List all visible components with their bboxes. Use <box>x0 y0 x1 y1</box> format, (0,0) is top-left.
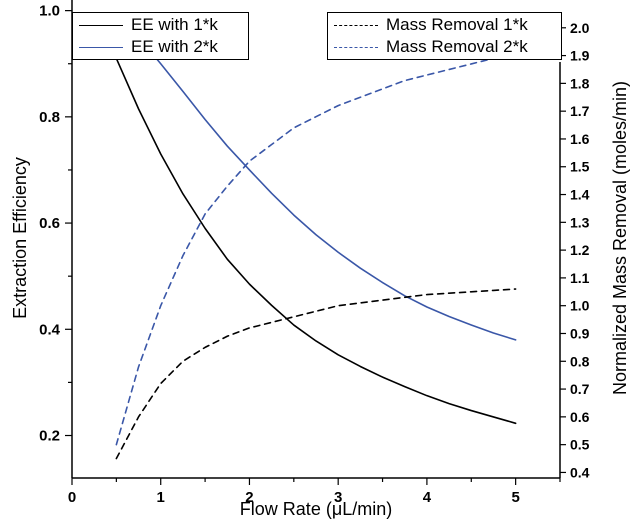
legend-swatch-mr-1k <box>334 24 378 26</box>
y-left-tick-label: 1.0 <box>39 3 60 20</box>
legend-swatch-ee-1k <box>79 24 123 26</box>
x-tick-label: 2 <box>245 489 253 506</box>
y-right-tick-label: 1.0 <box>570 298 590 314</box>
legend-right-item-2: Mass Removal 2*k <box>334 37 528 57</box>
x-tick-label: 3 <box>334 489 342 506</box>
series-line-ee-with-2-k <box>115 14 517 341</box>
x-tick-label: 0 <box>68 489 76 506</box>
legend-label-ee-1k: EE with 1*k <box>131 15 218 34</box>
y-right-tick-label: 1.9 <box>570 48 590 64</box>
legend-right-item-1: Mass Removal 1*k <box>334 15 528 35</box>
y-right-tick-label: 0.6 <box>570 409 590 425</box>
legend-right: Mass Removal 1*k Mass Removal 2*k <box>327 12 562 60</box>
y-right-tick-label: 0.7 <box>570 381 590 397</box>
y-right-tick-label: 1.5 <box>570 159 590 175</box>
y-right-tick-label: 1.3 <box>570 214 590 230</box>
x-tick-label: 5 <box>511 489 519 506</box>
y-right-tick-label: 1.7 <box>570 103 590 119</box>
y-right-tick-label: 0.9 <box>570 325 590 341</box>
x-tick-label: 1 <box>157 489 165 506</box>
legend-label-mr-1k: Mass Removal 1*k <box>386 15 528 34</box>
legend-swatch-ee-2k <box>79 46 123 48</box>
y-left-tick-label: 0.8 <box>39 109 60 126</box>
y-right-tick-label: 1.1 <box>570 270 590 286</box>
y-right-tick-label: 2.0 <box>570 20 590 36</box>
legend-label-mr-2k: Mass Removal 2*k <box>386 37 528 56</box>
y-axis-left-label: Extraction Efficiency <box>10 157 30 319</box>
y-right-tick-label: 0.4 <box>570 464 590 480</box>
legend-label-ee-2k: EE with 2*k <box>131 37 218 56</box>
y-left-tick-label: 0.2 <box>39 428 60 445</box>
legend-left-item-2: EE with 2*k <box>79 37 218 57</box>
x-tick-label: 4 <box>423 489 432 506</box>
y-right-tick-label: 1.4 <box>570 187 590 203</box>
y-right-tick-label: 0.5 <box>570 437 590 453</box>
legend-left-item-1: EE with 1*k <box>79 15 218 35</box>
y-right-tick-label: 1.2 <box>570 242 590 258</box>
y-right-tick-label: 1.6 <box>570 131 590 147</box>
series-layer <box>115 14 517 460</box>
x-axis-label: Flow Rate (μL/min) <box>240 499 392 519</box>
y-right-tick-label: 1.8 <box>570 75 590 91</box>
y-axis-right-label: Normalized Mass Removal (moles/min) <box>610 81 630 395</box>
legend-swatch-mr-2k <box>334 46 378 48</box>
axes-layer: 0 1 2 3 4 5 0.2 0.4 0.6 0.8 1.0 0.4 0.5 0.6 0.7 0.8 0.9 1… <box>39 0 590 506</box>
y-left-tick-label: 0.4 <box>39 321 61 338</box>
y-left-tick-label: 0.6 <box>39 215 60 232</box>
series-line-mass-removal-1-k <box>115 288 517 460</box>
series-line-ee-with-1-k <box>115 57 517 425</box>
legend-left: EE with 1*k EE with 2*k <box>72 12 249 60</box>
series-line-mass-removal-2-k <box>115 51 517 446</box>
y-right-tick-label: 0.8 <box>570 353 590 369</box>
